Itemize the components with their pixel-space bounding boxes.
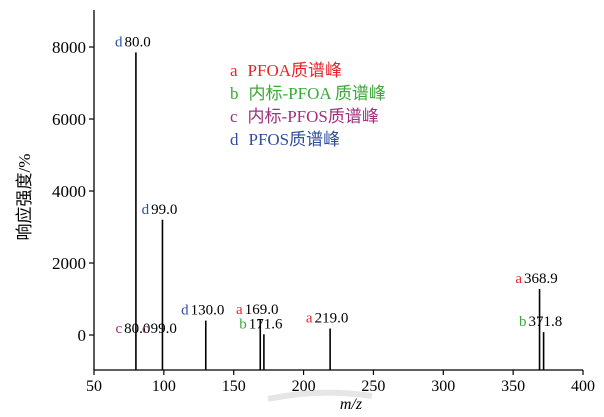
peak-label: a 368.9 (515, 271, 557, 287)
x-tick-label: 300 (431, 378, 455, 395)
peak-value: 99.0 (151, 202, 177, 218)
peak-label: c 99.0 (142, 321, 177, 337)
x-tick-label: 250 (361, 378, 385, 395)
peak-value: 368.9 (524, 271, 558, 287)
legend-label: PFOA质谱峰 (248, 61, 342, 80)
y-tick-label: 2000 (52, 254, 86, 273)
legend-label: PFOS质谱峰 (249, 130, 341, 149)
peak-value: 80.0 (125, 34, 151, 50)
x-tick-label: 150 (222, 378, 246, 395)
legend: a PFOA质谱峰 b 内标-PFOA 质谱峰 c 内标-PFOS质谱峰 d PFOS质谱峰 (230, 61, 386, 149)
x-axis-title: m/z (340, 396, 363, 413)
peak-value: 169.0 (245, 302, 279, 318)
legend-key: c (230, 107, 238, 126)
peak-value: 219.0 (315, 311, 349, 327)
y-ticks: 0 2000 4000 6000 8000 (52, 38, 94, 345)
x-tick-label: 350 (501, 378, 525, 395)
peak-label: a 219.0 (306, 311, 348, 327)
legend-label: 内标-PFOS质谱峰 (248, 107, 379, 126)
peak-label: c 80.0 (115, 321, 150, 337)
peak-value: 80.0 (124, 321, 150, 337)
peak-series-letter: d (115, 34, 123, 50)
x-tick-label: 50 (86, 378, 102, 395)
peak-label: d 99.0 (142, 202, 178, 218)
peak-series-letter: b (519, 314, 527, 330)
peak-value: 371.8 (528, 314, 562, 330)
legend-key: a (230, 61, 238, 80)
peaks (135, 52, 545, 370)
peak-value: 99.0 (151, 321, 177, 337)
peak-label: d 130.0 (181, 303, 224, 319)
legend-entry-b: b 内标-PFOA 质谱峰 (230, 84, 386, 103)
y-tick-label: 6000 (52, 110, 86, 129)
axes (93, 10, 583, 371)
peak-value: 130.0 (191, 303, 225, 319)
y-tick-label: 8000 (52, 38, 86, 57)
peak-series-letter: d (181, 303, 189, 319)
legend-entry-d: d PFOS质谱峰 (230, 130, 340, 149)
peak-label: a 169.0 (236, 302, 278, 318)
legend-key: d (230, 130, 239, 149)
legend-label: 内标-PFOA 质谱峰 (249, 84, 386, 103)
peak-value: 171.6 (249, 316, 283, 332)
peak-label: b 171.6 (239, 316, 283, 332)
peak-series-letter: c (115, 321, 122, 337)
peak-series-letter: a (515, 271, 522, 287)
peak-label: d 80.0 (115, 34, 151, 50)
x-tick-label: 100 (152, 378, 176, 395)
y-axis-title: 响应强度/% (15, 154, 34, 241)
watermark-swoosh (267, 389, 373, 402)
peak-label: b 371.8 (519, 314, 562, 330)
y-tick-label: 4000 (52, 182, 86, 201)
peak-labels: c 80.0d 80.0c 99.0d 99.0d 130.0 a 169.0b 171.6 a 2… (115, 34, 562, 337)
peak-series-letter: d (142, 202, 150, 218)
legend-entry-a: a PFOA质谱峰 (230, 61, 342, 80)
peak-series-letter: a (306, 311, 313, 327)
legend-key: b (230, 84, 239, 103)
peak-series-letter: a (236, 302, 243, 318)
legend-entry-c: c 内标-PFOS质谱峰 (230, 107, 379, 126)
x-ticks: 50 100 150 200 250 300 350 400 (86, 370, 595, 395)
x-tick-label: 200 (292, 378, 316, 395)
peak-series-letter: c (142, 321, 149, 337)
x-tick-label: 400 (571, 378, 595, 395)
peak-series-letter: b (239, 316, 247, 332)
y-tick-label: 0 (78, 326, 87, 345)
